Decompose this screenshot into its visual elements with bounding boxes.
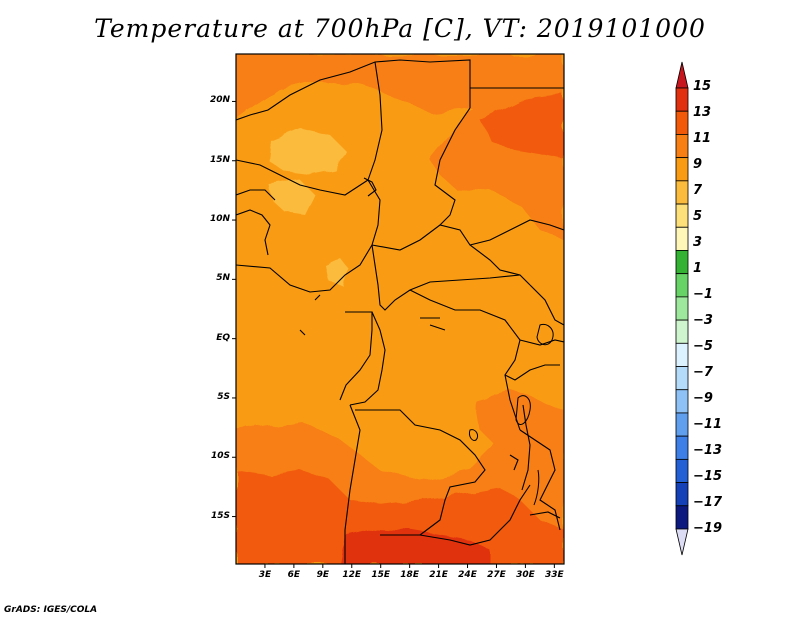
colorbar-segment <box>675 389 689 414</box>
colorbar-tick-label: 9 <box>693 157 703 172</box>
colorbar-segment <box>675 319 689 344</box>
colorbar-segment <box>675 110 689 135</box>
colorbar <box>675 61 689 556</box>
lon-tick-label: 30E <box>516 570 535 580</box>
lon-tick-label: 27E <box>487 570 506 580</box>
colorbar-extend-bottom <box>675 528 689 556</box>
lat-tick-label: 10N <box>209 214 230 225</box>
colorbar-tick-label: −3 <box>693 313 713 328</box>
colorbar-tick-label: −17 <box>693 495 722 510</box>
lon-tick-label: 15E <box>371 570 391 580</box>
lakes <box>469 323 554 506</box>
colorbar-tick-label: 15 <box>693 79 712 94</box>
colorbar-tick-label: 3 <box>693 235 703 250</box>
colorbar-segment <box>675 134 689 159</box>
colorbar-segment <box>675 250 689 275</box>
colorbar-tick-label: −19 <box>693 521 722 536</box>
colorbar-tick-label: −7 <box>693 365 713 380</box>
lat-tick-label: 5N <box>216 273 230 284</box>
colorbar-segment <box>675 203 689 228</box>
colorbar-segment <box>675 273 689 298</box>
colorbar-tick-label: −1 <box>693 287 713 302</box>
field-sudan-hot <box>480 95 564 160</box>
lat-tick-label: 15N <box>209 154 230 165</box>
lon-tick-label: 3E <box>258 570 272 580</box>
map-border <box>235 53 565 565</box>
lon-tick-label: 12E <box>342 570 362 580</box>
colorbar-tick-label: 1 <box>693 261 703 276</box>
lon-tick-label: 33E <box>545 570 564 580</box>
colorbar-segment <box>675 180 689 205</box>
map-title: Temperature at 700hPa [C], VT: 201910100… <box>94 14 706 43</box>
colorbar-segment <box>675 482 689 507</box>
colorbar-tick-label: −15 <box>693 469 722 484</box>
colorbar-tick-label: 13 <box>693 105 712 120</box>
colorbar-segment <box>675 87 689 112</box>
field-lakes-warm <box>475 390 564 460</box>
colorbar-tick-label: 7 <box>693 183 703 198</box>
lat-tick-label: EQ <box>216 332 230 343</box>
colorbar-tick-label: −11 <box>693 417 722 432</box>
field-niger-cool <box>270 180 315 215</box>
colorbar-segment <box>675 458 689 483</box>
credit-text: GrADS: IGES/COLA <box>4 605 98 615</box>
temperature-field <box>236 54 564 564</box>
colorbar-extend-top <box>675 61 689 89</box>
field-north-warm <box>236 54 564 120</box>
axis-ticks <box>232 100 555 568</box>
country-borders <box>236 59 564 564</box>
colorbar-tick-label: 11 <box>693 131 712 146</box>
field-angola-hot <box>236 470 564 564</box>
colorbar-tick-label: 5 <box>693 209 703 224</box>
lon-tick-label: 6E <box>287 570 301 580</box>
lat-tick-label: 10S <box>210 451 230 462</box>
colorbar-segment <box>675 366 689 391</box>
field-cmr-cool <box>325 258 350 285</box>
colorbar-segment <box>675 342 689 367</box>
colorbar-segment <box>675 226 689 251</box>
lat-tick-label: 5S <box>217 391 230 402</box>
field-chad-cool <box>268 128 345 175</box>
colorbar-segment <box>675 435 689 460</box>
colorbar-segment <box>675 412 689 437</box>
lon-tick-label: 9E <box>316 570 330 580</box>
lon-tick-label: 24E <box>458 570 477 580</box>
colorbar-tick-label: −5 <box>693 339 713 354</box>
lon-tick-label: 18E <box>400 570 419 580</box>
colorbar-segment <box>675 296 689 321</box>
field-zambia-hottest <box>340 528 490 564</box>
colorbar-tick-label: −9 <box>693 391 713 406</box>
lat-tick-label: 15S <box>210 510 230 521</box>
colorbar-tick-label: −13 <box>693 443 722 458</box>
lat-tick-label: 20N <box>209 95 230 106</box>
colorbar-segment <box>675 505 689 530</box>
lon-tick-label: 21E <box>429 570 448 580</box>
colorbar-segment <box>675 157 689 182</box>
